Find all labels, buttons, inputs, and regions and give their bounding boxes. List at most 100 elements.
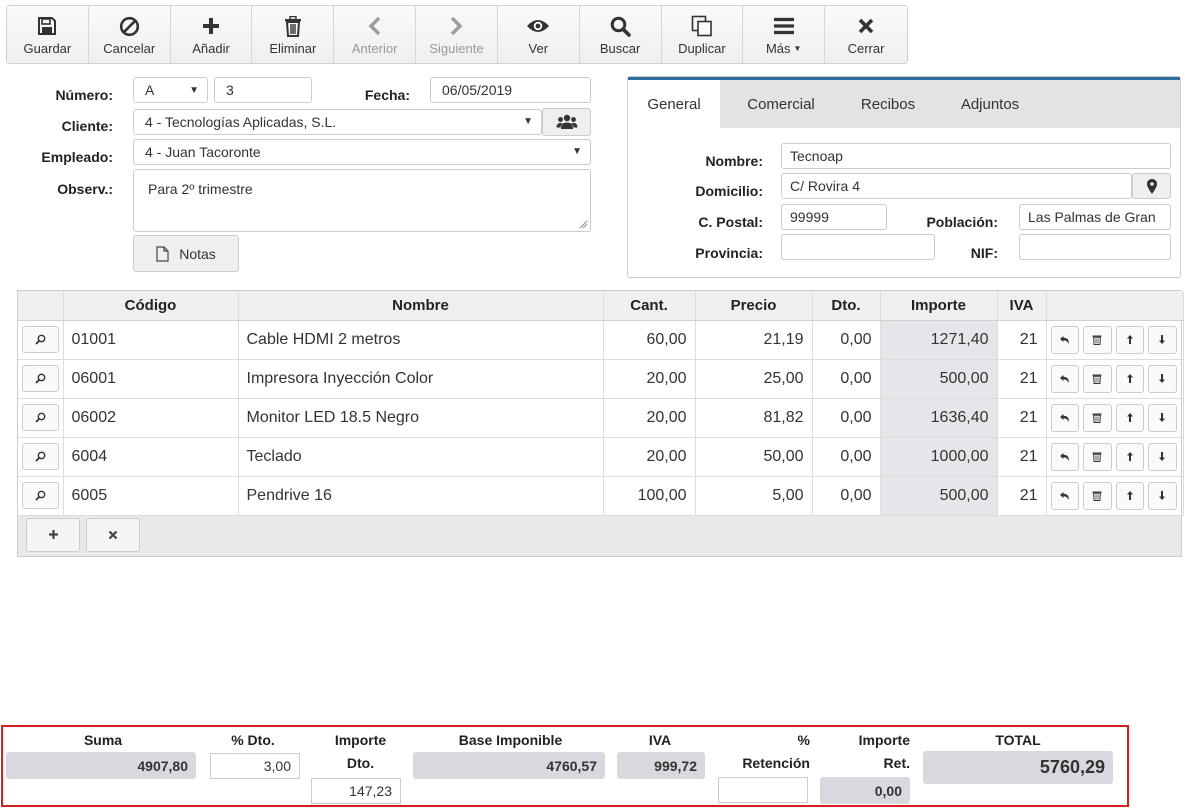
row-search-button[interactable] (22, 326, 59, 353)
nif-input[interactable] (1019, 234, 1171, 260)
col-header-iva[interactable]: IVA (997, 291, 1047, 321)
más-button[interactable]: Más ▼ (743, 6, 826, 63)
row-undo-button[interactable] (1050, 403, 1079, 432)
cell-cant[interactable]: 20,00 (603, 398, 696, 438)
cell-dto[interactable]: 0,00 (812, 320, 881, 360)
cell-iva[interactable]: 21 (997, 359, 1047, 399)
row-move-up-button[interactable] (1115, 481, 1144, 510)
anterior-button[interactable]: Anterior (334, 6, 417, 63)
cell-codigo[interactable]: 06001 (63, 359, 239, 399)
row-move-down-button[interactable] (1148, 481, 1177, 510)
col-header-codigo[interactable]: Código (63, 291, 239, 321)
row-move-up-button[interactable] (1115, 364, 1144, 393)
chevron-right-icon (449, 14, 463, 38)
cerrar-button[interactable]: Cerrar (825, 6, 907, 63)
map-button[interactable] (1132, 173, 1171, 199)
col-header-precio[interactable]: Precio (695, 291, 813, 321)
row-delete-button[interactable] (1083, 403, 1112, 432)
serie-select[interactable]: A ▼ (133, 77, 208, 103)
tabs-panel: General Comercial Recibos Adjuntos Nombr… (627, 76, 1181, 278)
undo-icon (1059, 413, 1070, 423)
numero-input[interactable]: 3 (214, 77, 312, 103)
row-undo-button[interactable] (1050, 325, 1079, 354)
cliente-select[interactable]: 4 - Tecnologías Aplicadas, S.L. ▼ (133, 109, 542, 135)
cell-nombre[interactable]: Impresora Inyección Color (238, 359, 604, 399)
cell-nombre[interactable]: Teclado (238, 437, 604, 477)
arrow-up-icon (1126, 451, 1134, 462)
cell-iva[interactable]: 21 (997, 398, 1047, 438)
cell-cant[interactable]: 60,00 (603, 320, 696, 360)
cell-precio[interactable]: 21,19 (695, 320, 813, 360)
row-move-up-button[interactable] (1115, 325, 1144, 354)
col-header-cant[interactable]: Cant. (603, 291, 696, 321)
row-search-button[interactable] (22, 482, 59, 509)
guardar-button[interactable]: Guardar (7, 6, 89, 63)
cell-nombre[interactable]: Monitor LED 18.5 Negro (238, 398, 604, 438)
tab-recibos[interactable]: Recibos (860, 95, 916, 113)
eliminar-button[interactable]: Eliminar (252, 6, 335, 63)
cell-precio[interactable]: 5,00 (695, 476, 813, 516)
row-move-down-button[interactable] (1148, 364, 1177, 393)
tab-comercial[interactable]: Comercial (747, 95, 815, 113)
row-delete-button[interactable] (1083, 325, 1112, 354)
pdto-input[interactable]: 3,00 (210, 753, 300, 779)
duplicar-button[interactable]: Duplicar (661, 6, 744, 63)
cell-iva[interactable]: 21 (997, 437, 1047, 477)
row-undo-button[interactable] (1050, 364, 1079, 393)
observ-textarea[interactable]: Para 2º trimestre (133, 169, 591, 232)
cell-codigo[interactable]: 6005 (63, 476, 239, 516)
cell-dto[interactable]: 0,00 (812, 398, 881, 438)
cell-nombre[interactable]: Pendrive 16 (238, 476, 604, 516)
nombre-input[interactable]: Tecnoap (781, 143, 1171, 169)
col-header-importe[interactable]: Importe (880, 291, 998, 321)
row-delete-button[interactable] (1083, 481, 1112, 510)
row-search-button[interactable] (22, 365, 59, 392)
provincia-input[interactable] (781, 234, 935, 260)
clear-lines-button[interactable] (86, 517, 140, 552)
tab-general[interactable]: General (628, 80, 720, 128)
row-search-button[interactable] (22, 443, 59, 470)
cell-iva[interactable]: 21 (997, 476, 1047, 516)
cell-nombre[interactable]: Cable HDMI 2 metros (238, 320, 604, 360)
row-move-up-button[interactable] (1115, 442, 1144, 471)
row-undo-button[interactable] (1050, 442, 1079, 471)
col-header-dto[interactable]: Dto. (812, 291, 881, 321)
cancelar-button[interactable]: Cancelar (88, 6, 171, 63)
cell-dto[interactable]: 0,00 (812, 476, 881, 516)
row-move-up-button[interactable] (1115, 403, 1144, 432)
cell-codigo[interactable]: 06002 (63, 398, 239, 438)
siguiente-button[interactable]: Siguiente (416, 6, 498, 63)
cpostal-input[interactable]: 99999 (781, 204, 887, 230)
cell-dto[interactable]: 0,00 (812, 437, 881, 477)
cell-cant[interactable]: 20,00 (603, 359, 696, 399)
cell-precio[interactable]: 50,00 (695, 437, 813, 477)
row-move-down-button[interactable] (1148, 325, 1177, 354)
domicilio-input[interactable]: C/ Rovira 4 (781, 173, 1132, 199)
poblacion-input[interactable]: Las Palmas de Gran (1019, 204, 1171, 230)
row-search-button[interactable] (22, 404, 59, 431)
row-delete-button[interactable] (1083, 442, 1112, 471)
cell-codigo[interactable]: 01001 (63, 320, 239, 360)
row-move-down-button[interactable] (1148, 403, 1177, 432)
ver-button[interactable]: Ver (497, 6, 580, 63)
cell-iva[interactable]: 21 (997, 320, 1047, 360)
cell-dto[interactable]: 0,00 (812, 359, 881, 399)
cell-cant[interactable]: 100,00 (603, 476, 696, 516)
añadir-button[interactable]: Añadir (170, 6, 253, 63)
row-delete-button[interactable] (1083, 364, 1112, 393)
row-undo-button[interactable] (1050, 481, 1079, 510)
add-line-button[interactable] (26, 517, 80, 552)
fecha-input[interactable]: 06/05/2019 (430, 77, 591, 103)
row-move-down-button[interactable] (1148, 442, 1177, 471)
notas-button[interactable]: Notas (133, 235, 239, 272)
cell-precio[interactable]: 81,82 (695, 398, 813, 438)
tab-adjuntos[interactable]: Adjuntos (960, 95, 1020, 113)
buscar-button[interactable]: Buscar (579, 6, 662, 63)
col-header-nombre[interactable]: Nombre (238, 291, 604, 321)
cell-codigo[interactable]: 6004 (63, 437, 239, 477)
pret-input[interactable] (718, 777, 808, 803)
cell-cant[interactable]: 20,00 (603, 437, 696, 477)
clients-button[interactable] (542, 108, 591, 136)
empleado-select[interactable]: 4 - Juan Tacoronte ▼ (133, 139, 591, 165)
cell-precio[interactable]: 25,00 (695, 359, 813, 399)
